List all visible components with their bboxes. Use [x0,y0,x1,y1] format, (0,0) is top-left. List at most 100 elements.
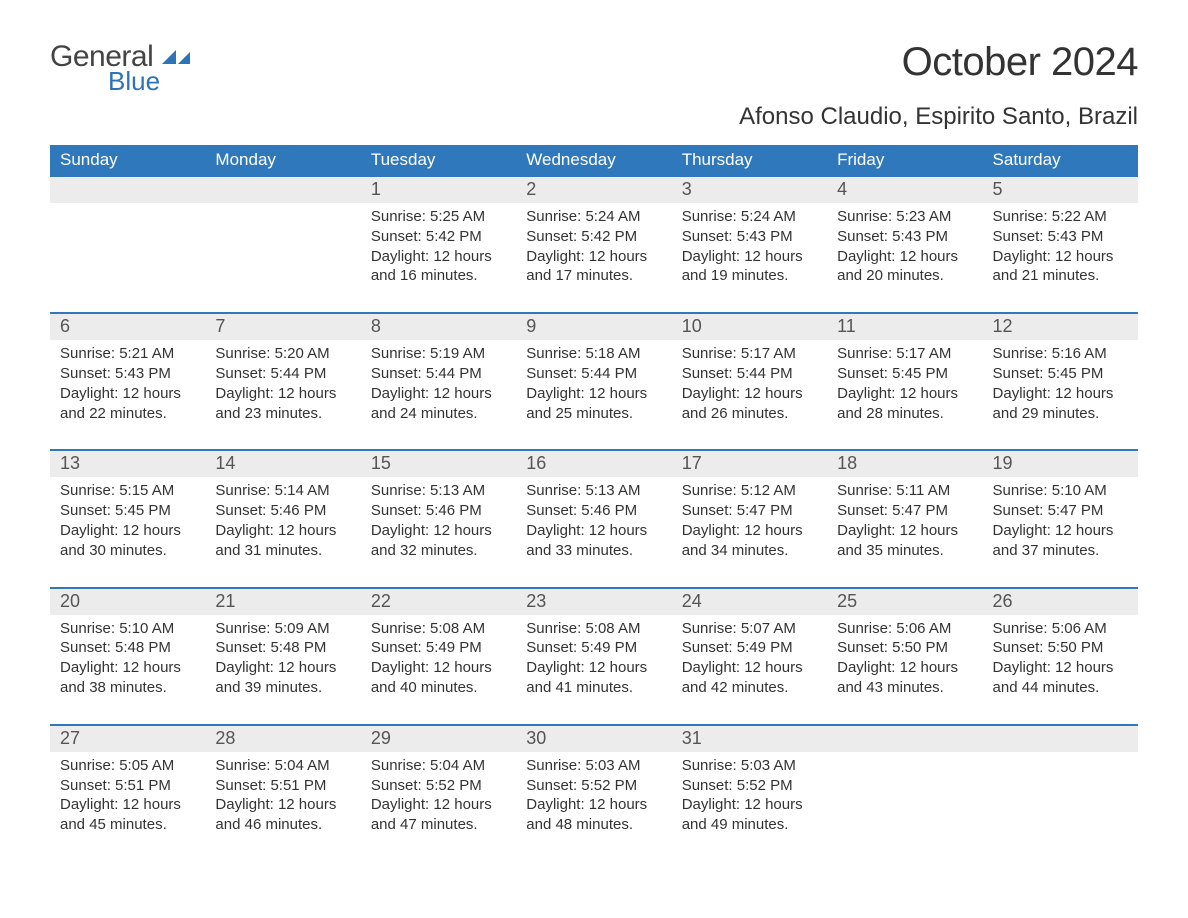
calendar-cell: 8Sunrise: 5:19 AMSunset: 5:44 PMDaylight… [361,312,516,449]
day-details: Sunrise: 5:04 AMSunset: 5:52 PMDaylight:… [361,752,516,835]
day-details: Sunrise: 5:03 AMSunset: 5:52 PMDaylight:… [516,752,671,835]
calendar-cell: 30Sunrise: 5:03 AMSunset: 5:52 PMDayligh… [516,724,671,861]
day-number: 19 [983,451,1138,477]
day-details: Sunrise: 5:13 AMSunset: 5:46 PMDaylight:… [361,477,516,560]
day-number: 12 [983,314,1138,340]
header: General Blue October 2024 [50,40,1138,97]
day-number: 13 [50,451,205,477]
day-number: 29 [361,726,516,752]
calendar-cell: 25Sunrise: 5:06 AMSunset: 5:50 PMDayligh… [827,587,982,724]
day-details: Sunrise: 5:24 AMSunset: 5:43 PMDaylight:… [672,203,827,286]
logo-text-blue: Blue [108,66,160,97]
day-number: 11 [827,314,982,340]
day-details: Sunrise: 5:04 AMSunset: 5:51 PMDaylight:… [205,752,360,835]
day-number: 5 [983,177,1138,203]
location-subtitle: Afonso Claudio, Espirito Santo, Brazil [50,103,1138,131]
day-details: Sunrise: 5:22 AMSunset: 5:43 PMDaylight:… [983,203,1138,286]
day-number: 22 [361,589,516,615]
weekday-header: Saturday [983,145,1138,175]
weekday-header: Monday [205,145,360,175]
day-details: Sunrise: 5:24 AMSunset: 5:42 PMDaylight:… [516,203,671,286]
calendar-cell: 28Sunrise: 5:04 AMSunset: 5:51 PMDayligh… [205,724,360,861]
day-number: 25 [827,589,982,615]
calendar-row: 27Sunrise: 5:05 AMSunset: 5:51 PMDayligh… [50,724,1138,861]
day-details: Sunrise: 5:08 AMSunset: 5:49 PMDaylight:… [361,615,516,698]
calendar-cell: 26Sunrise: 5:06 AMSunset: 5:50 PMDayligh… [983,587,1138,724]
calendar-cell: 29Sunrise: 5:04 AMSunset: 5:52 PMDayligh… [361,724,516,861]
calendar-cell: 20Sunrise: 5:10 AMSunset: 5:48 PMDayligh… [50,587,205,724]
calendar-cell: . [827,724,982,861]
day-details: Sunrise: 5:14 AMSunset: 5:46 PMDaylight:… [205,477,360,560]
day-details: Sunrise: 5:12 AMSunset: 5:47 PMDaylight:… [672,477,827,560]
day-details: Sunrise: 5:20 AMSunset: 5:44 PMDaylight:… [205,340,360,423]
weekday-header: Friday [827,145,982,175]
calendar-row: 6Sunrise: 5:21 AMSunset: 5:43 PMDaylight… [50,312,1138,449]
day-number: 27 [50,726,205,752]
calendar-row: 13Sunrise: 5:15 AMSunset: 5:45 PMDayligh… [50,449,1138,586]
day-details: Sunrise: 5:18 AMSunset: 5:44 PMDaylight:… [516,340,671,423]
day-number: 20 [50,589,205,615]
day-number: 8 [361,314,516,340]
day-details: Sunrise: 5:10 AMSunset: 5:48 PMDaylight:… [50,615,205,698]
day-number: 24 [672,589,827,615]
day-number: 3 [672,177,827,203]
day-details: Sunrise: 5:07 AMSunset: 5:49 PMDaylight:… [672,615,827,698]
day-number: 31 [672,726,827,752]
day-number: 10 [672,314,827,340]
calendar-cell: 14Sunrise: 5:14 AMSunset: 5:46 PMDayligh… [205,449,360,586]
weekday-header: Tuesday [361,145,516,175]
day-details: Sunrise: 5:17 AMSunset: 5:44 PMDaylight:… [672,340,827,423]
calendar-cell: 18Sunrise: 5:11 AMSunset: 5:47 PMDayligh… [827,449,982,586]
calendar-cell: . [983,724,1138,861]
day-number: 7 [205,314,360,340]
month-title: October 2024 [902,40,1138,85]
calendar-cell: 22Sunrise: 5:08 AMSunset: 5:49 PMDayligh… [361,587,516,724]
weekday-header: Wednesday [516,145,671,175]
calendar-cell: 24Sunrise: 5:07 AMSunset: 5:49 PMDayligh… [672,587,827,724]
calendar-cell: 1Sunrise: 5:25 AMSunset: 5:42 PMDaylight… [361,175,516,312]
weekday-header-row: SundayMondayTuesdayWednesdayThursdayFrid… [50,145,1138,175]
day-details: Sunrise: 5:08 AMSunset: 5:49 PMDaylight:… [516,615,671,698]
day-details: Sunrise: 5:06 AMSunset: 5:50 PMDaylight:… [983,615,1138,698]
calendar-cell: 16Sunrise: 5:13 AMSunset: 5:46 PMDayligh… [516,449,671,586]
calendar-cell: 6Sunrise: 5:21 AMSunset: 5:43 PMDaylight… [50,312,205,449]
weekday-header: Thursday [672,145,827,175]
day-details: Sunrise: 5:03 AMSunset: 5:52 PMDaylight:… [672,752,827,835]
calendar-cell: 10Sunrise: 5:17 AMSunset: 5:44 PMDayligh… [672,312,827,449]
day-details: Sunrise: 5:23 AMSunset: 5:43 PMDaylight:… [827,203,982,286]
calendar-row: 20Sunrise: 5:10 AMSunset: 5:48 PMDayligh… [50,587,1138,724]
weekday-header: Sunday [50,145,205,175]
day-details: Sunrise: 5:16 AMSunset: 5:45 PMDaylight:… [983,340,1138,423]
calendar-cell: 19Sunrise: 5:10 AMSunset: 5:47 PMDayligh… [983,449,1138,586]
calendar-cell: 11Sunrise: 5:17 AMSunset: 5:45 PMDayligh… [827,312,982,449]
calendar-cell: 23Sunrise: 5:08 AMSunset: 5:49 PMDayligh… [516,587,671,724]
day-details: Sunrise: 5:21 AMSunset: 5:43 PMDaylight:… [50,340,205,423]
day-number: 28 [205,726,360,752]
calendar-cell: 21Sunrise: 5:09 AMSunset: 5:48 PMDayligh… [205,587,360,724]
day-number: 1 [361,177,516,203]
day-details: Sunrise: 5:13 AMSunset: 5:46 PMDaylight:… [516,477,671,560]
day-details: Sunrise: 5:10 AMSunset: 5:47 PMDaylight:… [983,477,1138,560]
calendar-cell: 12Sunrise: 5:16 AMSunset: 5:45 PMDayligh… [983,312,1138,449]
calendar-cell: 3Sunrise: 5:24 AMSunset: 5:43 PMDaylight… [672,175,827,312]
calendar-cell: 9Sunrise: 5:18 AMSunset: 5:44 PMDaylight… [516,312,671,449]
day-details: Sunrise: 5:11 AMSunset: 5:47 PMDaylight:… [827,477,982,560]
calendar-cell: 4Sunrise: 5:23 AMSunset: 5:43 PMDaylight… [827,175,982,312]
calendar-cell: 13Sunrise: 5:15 AMSunset: 5:45 PMDayligh… [50,449,205,586]
day-number: 30 [516,726,671,752]
day-details: Sunrise: 5:09 AMSunset: 5:48 PMDaylight:… [205,615,360,698]
calendar-cell: . [205,175,360,312]
calendar-cell: 27Sunrise: 5:05 AMSunset: 5:51 PMDayligh… [50,724,205,861]
calendar-row: . . 1Sunrise: 5:25 AMSunset: 5:42 PMDayl… [50,175,1138,312]
calendar-cell: 31Sunrise: 5:03 AMSunset: 5:52 PMDayligh… [672,724,827,861]
day-details: Sunrise: 5:17 AMSunset: 5:45 PMDaylight:… [827,340,982,423]
calendar-cell: 17Sunrise: 5:12 AMSunset: 5:47 PMDayligh… [672,449,827,586]
day-number: 21 [205,589,360,615]
day-details: Sunrise: 5:19 AMSunset: 5:44 PMDaylight:… [361,340,516,423]
day-number: 2 [516,177,671,203]
day-number: 6 [50,314,205,340]
day-details: Sunrise: 5:15 AMSunset: 5:45 PMDaylight:… [50,477,205,560]
day-number: 17 [672,451,827,477]
day-details: Sunrise: 5:06 AMSunset: 5:50 PMDaylight:… [827,615,982,698]
day-number: 14 [205,451,360,477]
